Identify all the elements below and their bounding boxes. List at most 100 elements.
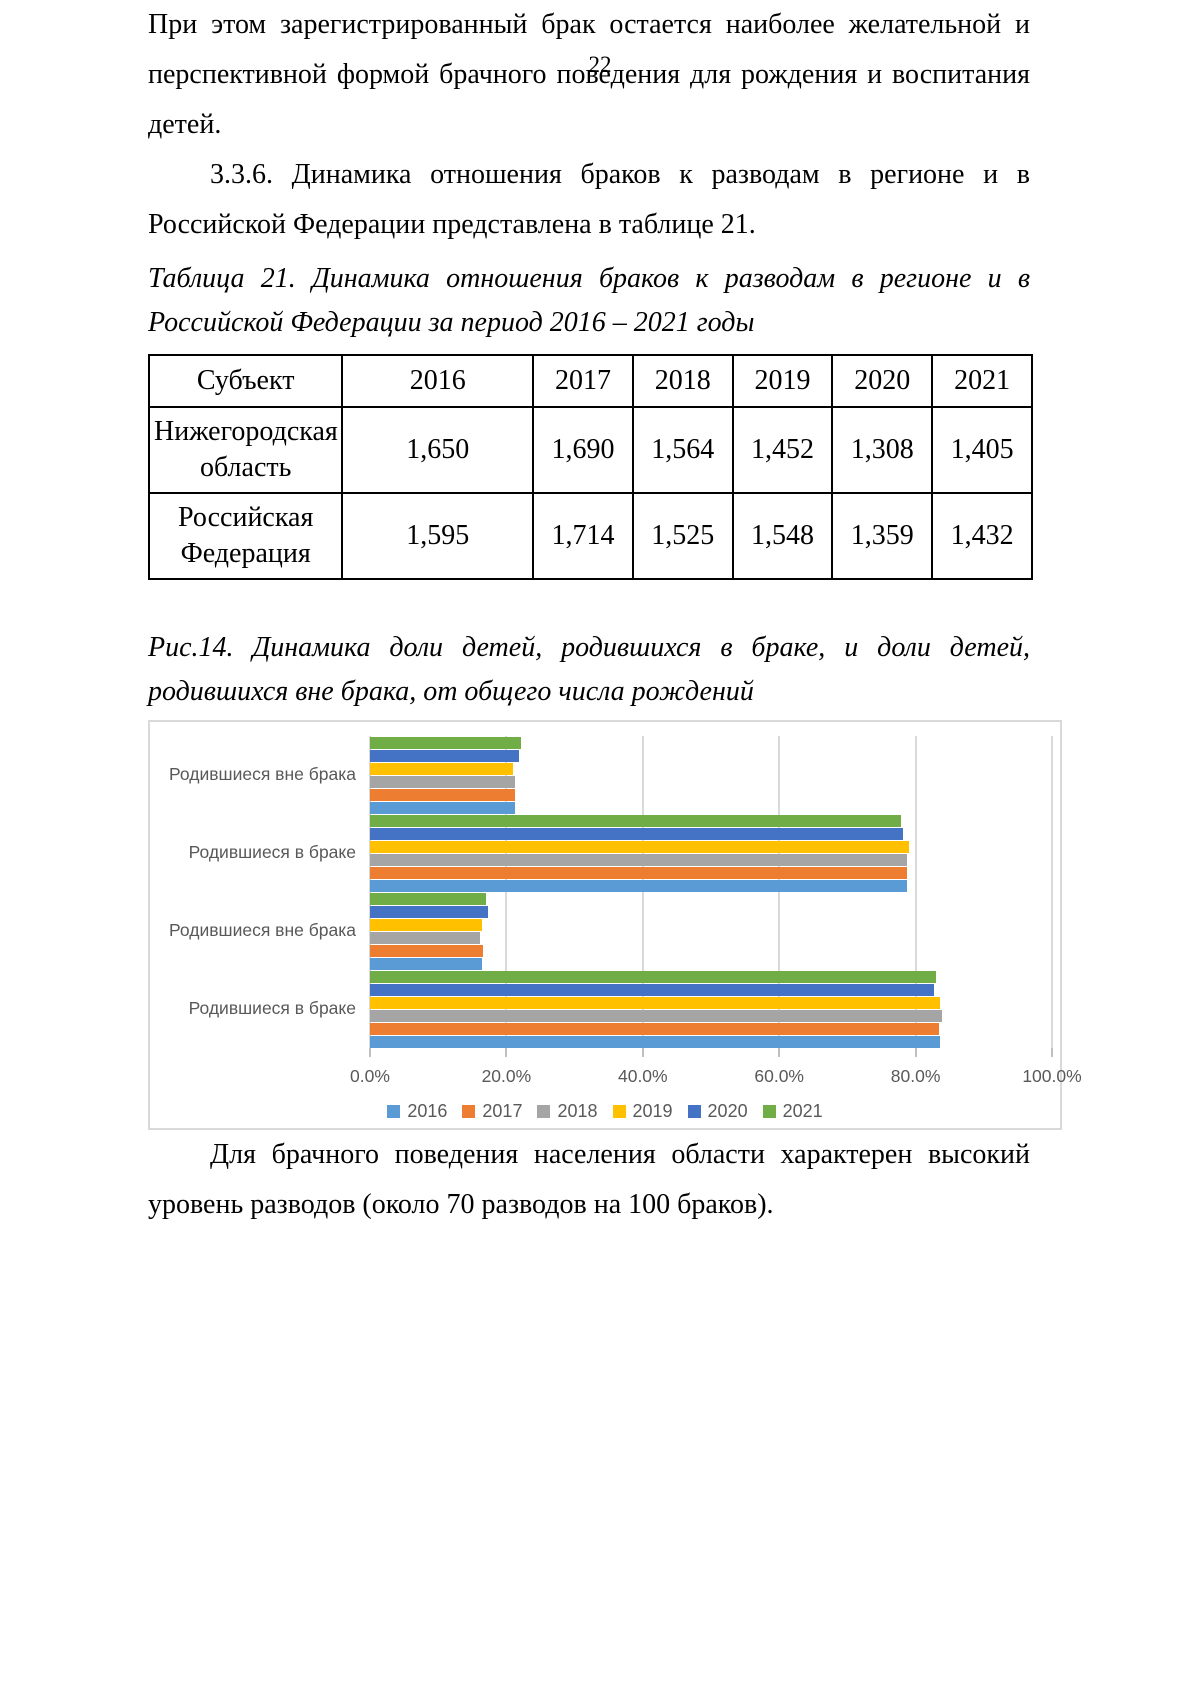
gridline [778, 736, 781, 1048]
column-header: 2018 [631, 354, 734, 408]
value-cell: 1,690 [532, 406, 634, 494]
bar-chart: 2016 2017 2018 2019 2020 2021 0.0% 20.0% 40.0% 6… [148, 720, 1082, 1130]
column-header: Субъект [147, 354, 344, 408]
category-label: Родившиеся вне брака [169, 764, 356, 785]
axis-tick [369, 1048, 371, 1057]
bar [370, 814, 902, 827]
legend-item: 2018 [537, 1101, 598, 1122]
table-header-row: Субъект 2016 2017 2018 2019 2020 2021 [147, 354, 1033, 408]
value-cell: 1,432 [931, 492, 1033, 580]
x-axis-label: 0.0% [350, 1066, 390, 1086]
column-header: 2020 [831, 354, 934, 408]
bar [370, 892, 486, 905]
column-header: 2016 [341, 354, 535, 408]
legend: 2016 2017 2018 2019 2020 2021 [150, 1101, 1060, 1122]
body-paragraph: Для брачного поведения населения области… [148, 1139, 1030, 1220]
value-cell: 1,308 [831, 406, 934, 494]
bar [370, 1022, 939, 1035]
x-axis-label: 60.0% [754, 1066, 804, 1086]
bar [370, 944, 484, 957]
bar [370, 801, 515, 814]
gridline [369, 736, 371, 1048]
column-header: 2019 [731, 354, 834, 408]
legend-label: 2017 [482, 1101, 523, 1121]
figure-caption: Рис.14. Динамика доли детей, родившихся … [148, 632, 1030, 707]
bar [370, 749, 519, 762]
table-caption: Таблица 21. Динамика отношения браков к … [148, 263, 1030, 338]
legend-item: 2021 [762, 1101, 823, 1122]
axis-tick [914, 1048, 917, 1057]
legend-item: 2019 [612, 1101, 673, 1122]
legend-swatch [612, 1105, 626, 1118]
bar [370, 762, 513, 775]
legend-label: 2019 [632, 1101, 673, 1121]
table-row: Российская Федерация 1,595 1,714 1,525 1,548… [147, 492, 1033, 580]
bar-group [370, 736, 1052, 814]
bar [370, 827, 904, 840]
bar [370, 866, 908, 879]
value-cell: 1,714 [532, 492, 634, 580]
axis-tick [641, 1048, 644, 1057]
legend-label: 2016 [407, 1101, 448, 1121]
page-content: При этом зарегистрированный брак остаетс… [147, 0, 1082, 1230]
x-axis-label: 40.0% [617, 1066, 668, 1086]
gridline [914, 736, 917, 1048]
bar-group [370, 970, 1052, 1048]
legend-swatch [537, 1105, 551, 1118]
value-cell: 1,359 [831, 492, 934, 580]
bar [370, 931, 480, 944]
legend-label: 2018 [557, 1101, 598, 1121]
subject-cell: Российская Федерация [147, 492, 344, 580]
bar-group [370, 892, 1052, 970]
table-row: Нижегородская область 1,650 1,690 1,564 1,45… [147, 406, 1033, 494]
legend-label: 2021 [782, 1101, 823, 1121]
bar [370, 879, 908, 892]
bar [370, 983, 934, 996]
table-body: Нижегородская область 1,650 1,690 1,564 1,45… [147, 406, 1033, 580]
bar [370, 1035, 941, 1048]
legend-item: 2020 [687, 1101, 748, 1122]
bar [370, 905, 488, 918]
legend-swatch [387, 1105, 401, 1118]
bar [370, 996, 941, 1009]
bar [370, 918, 482, 931]
axis-tick [505, 1048, 508, 1057]
gridline [641, 736, 644, 1048]
bar [370, 957, 482, 970]
value-cell: 1,595 [341, 492, 535, 580]
legend-swatch [462, 1105, 476, 1118]
data-table: Субъект 2016 2017 2018 2019 2020 2021 Нижегоро… [147, 354, 1033, 580]
axis-tick [778, 1048, 781, 1057]
bar-group [370, 814, 1052, 892]
x-axis-label: 80.0% [890, 1066, 941, 1086]
plot-area [369, 736, 1053, 1057]
axis-tick [1051, 1048, 1053, 1057]
legend-item: 2016 [387, 1101, 447, 1122]
category-label: Родившиеся вне брака [169, 920, 356, 941]
bar [370, 736, 521, 749]
category-label: Родившиеся в браке [188, 998, 356, 1019]
value-cell: 1,405 [931, 406, 1033, 494]
legend-swatch [687, 1105, 701, 1118]
column-header: 2021 [931, 354, 1033, 408]
bar [370, 775, 515, 788]
column-header: 2017 [532, 354, 634, 408]
gridline [1051, 736, 1053, 1048]
page-number: 22 [588, 52, 612, 77]
body-paragraph: При этом зарегистрированный брак остаетс… [148, 9, 1030, 140]
bar [370, 840, 910, 853]
value-cell: 1,564 [631, 406, 734, 494]
legend-label: 2020 [707, 1101, 748, 1121]
value-cell: 1,452 [731, 406, 834, 494]
gridline [505, 736, 508, 1048]
subject-cell: Нижегородская область [147, 406, 344, 494]
x-axis-label: 100.0% [1022, 1066, 1082, 1086]
bar [370, 853, 908, 866]
value-cell: 1,650 [341, 406, 535, 494]
legend-swatch [762, 1105, 776, 1118]
value-cell: 1,548 [731, 492, 834, 580]
body-paragraph: 3.3.6. Динамика отношения браков к разво… [148, 159, 1030, 240]
x-axis-label: 20.0% [481, 1066, 532, 1086]
value-cell: 1,525 [631, 492, 734, 580]
